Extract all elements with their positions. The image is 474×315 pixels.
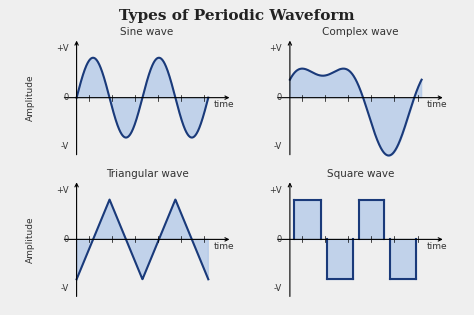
Text: Amplitude: Amplitude (27, 216, 36, 263)
Text: time: time (427, 100, 447, 109)
Text: +V: +V (56, 44, 68, 53)
Text: +V: +V (269, 186, 282, 195)
Text: time: time (427, 242, 447, 251)
Text: time: time (214, 242, 234, 251)
Text: Amplitude: Amplitude (27, 74, 36, 121)
Title: Square wave: Square wave (327, 169, 394, 179)
Title: Sine wave: Sine wave (120, 27, 173, 37)
Text: -V: -V (60, 284, 68, 293)
Text: Types of Periodic Waveform: Types of Periodic Waveform (119, 9, 355, 23)
Text: +V: +V (269, 44, 282, 53)
Text: -V: -V (273, 284, 282, 293)
Text: time: time (214, 100, 234, 109)
Text: -V: -V (273, 142, 282, 151)
Text: 0: 0 (276, 93, 282, 102)
Text: 0: 0 (63, 93, 68, 102)
Text: -V: -V (60, 142, 68, 151)
Text: +V: +V (56, 186, 68, 195)
Title: Complex wave: Complex wave (322, 27, 399, 37)
Title: Triangular wave: Triangular wave (106, 169, 188, 179)
Text: 0: 0 (63, 235, 68, 244)
Text: 0: 0 (276, 235, 282, 244)
